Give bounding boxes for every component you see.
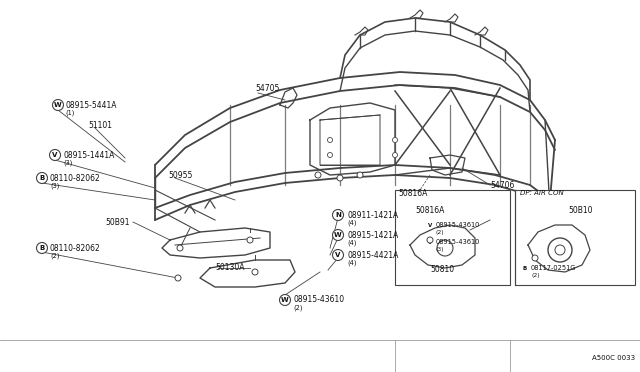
Text: (3): (3) [50,183,60,189]
Circle shape [252,269,258,275]
Text: DP: AIR CON: DP: AIR CON [520,190,564,196]
Text: B: B [523,266,527,270]
Circle shape [333,230,344,241]
Circle shape [437,240,453,256]
Text: 08915-43610: 08915-43610 [436,239,481,245]
Circle shape [175,275,181,281]
Text: W: W [54,102,62,108]
Text: B: B [40,175,45,181]
Text: V: V [335,252,340,258]
Text: 50B91: 50B91 [105,218,129,227]
Circle shape [548,238,572,262]
Text: 54705: 54705 [255,83,280,93]
Text: 50816A: 50816A [398,189,428,198]
Text: (3): (3) [436,247,445,251]
Circle shape [392,153,397,157]
Circle shape [177,245,183,251]
Circle shape [426,221,435,230]
Text: 08915-5441A: 08915-5441A [65,100,116,109]
Text: 50810: 50810 [430,266,454,275]
Text: A500C 0033: A500C 0033 [592,355,635,361]
Text: 08915-1421A: 08915-1421A [347,231,398,240]
Circle shape [333,250,344,260]
Circle shape [357,172,363,178]
Text: 50955: 50955 [168,170,193,180]
Circle shape [36,243,47,253]
Circle shape [280,295,291,305]
Circle shape [328,153,333,157]
Text: (4): (4) [347,260,356,266]
Circle shape [427,237,433,243]
Circle shape [532,255,538,261]
Text: V: V [428,240,432,244]
Text: (1): (1) [65,110,74,116]
Text: 08110-82062: 08110-82062 [50,244,100,253]
Circle shape [315,172,321,178]
Text: (2): (2) [50,253,60,259]
Circle shape [36,173,47,183]
Text: 08911-1421A: 08911-1421A [347,211,398,219]
Text: (4): (4) [347,240,356,246]
Circle shape [426,237,435,247]
Bar [515,190,635,285]
Circle shape [337,175,343,181]
Text: 08915-1441A: 08915-1441A [63,151,115,160]
Circle shape [52,99,63,110]
Text: (3): (3) [63,160,72,166]
Text: (2): (2) [293,305,303,311]
Text: 50816A: 50816A [415,205,444,215]
Circle shape [333,209,344,221]
Text: (2): (2) [531,273,540,278]
Text: W: W [281,297,289,303]
Text: 08915-43610: 08915-43610 [436,222,481,228]
Text: W: W [334,232,342,238]
Text: 08117-0251G: 08117-0251G [531,265,577,271]
Text: N: N [335,212,341,218]
Circle shape [555,245,565,255]
Text: 08110-82062: 08110-82062 [50,173,100,183]
Text: 50B10: 50B10 [568,205,593,215]
Text: 08915-43610: 08915-43610 [293,295,344,305]
Text: B: B [40,245,45,251]
Circle shape [247,237,253,243]
Text: 54706: 54706 [490,180,515,189]
Text: V: V [52,152,58,158]
Text: 08915-4421A: 08915-4421A [347,250,398,260]
Circle shape [392,138,397,142]
Bar [395,190,510,285]
Text: (4): (4) [347,220,356,226]
Text: 50130A: 50130A [215,263,244,273]
Circle shape [328,138,333,142]
Circle shape [49,150,61,160]
Text: V: V [428,222,432,228]
Text: 51101: 51101 [88,121,112,129]
Circle shape [520,263,529,273]
Text: (2): (2) [436,230,445,234]
